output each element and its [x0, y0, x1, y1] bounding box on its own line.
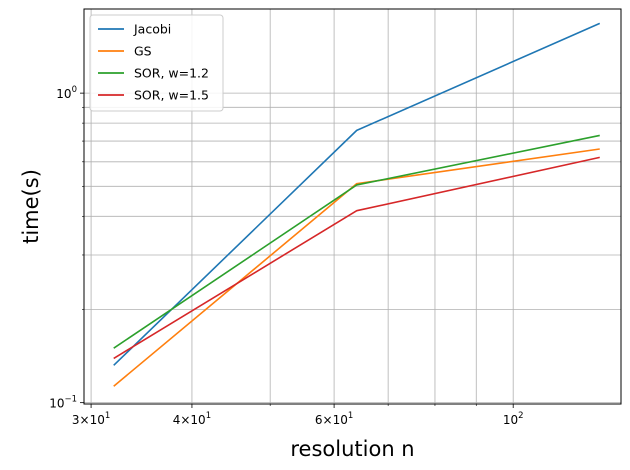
x-tick-label: 3×101: [72, 411, 110, 427]
legend-label: GS: [134, 44, 152, 59]
ticks-layer: 3×101 4×101 6×101 102 10−1 100: [49, 85, 523, 427]
x-axis-title: resolution n: [290, 437, 414, 461]
x-tick-label: 6×101: [315, 411, 353, 427]
y-tick-label: 10−1: [49, 395, 77, 411]
series-line-2: [113, 134, 600, 349]
series-line-0: [113, 22, 601, 366]
legend: Jacobi GS SOR, w=1.2 SOR, w=1.5: [89, 14, 224, 112]
y-tick-label: 100: [56, 85, 77, 101]
y-axis-title: time(s): [19, 169, 43, 244]
series-line-3: [113, 156, 600, 360]
series-layer: [113, 22, 601, 387]
legend-label: SOR, w=1.5: [134, 88, 209, 103]
x-tick-label: 102: [503, 411, 524, 427]
legend-label: SOR, w=1.2: [134, 66, 209, 81]
legend-label: Jacobi: [133, 22, 171, 37]
legend-box: [89, 14, 224, 112]
plot-frame: [83, 8, 622, 405]
x-tick-label: 4×101: [173, 411, 211, 427]
series-line-1: [113, 148, 600, 387]
